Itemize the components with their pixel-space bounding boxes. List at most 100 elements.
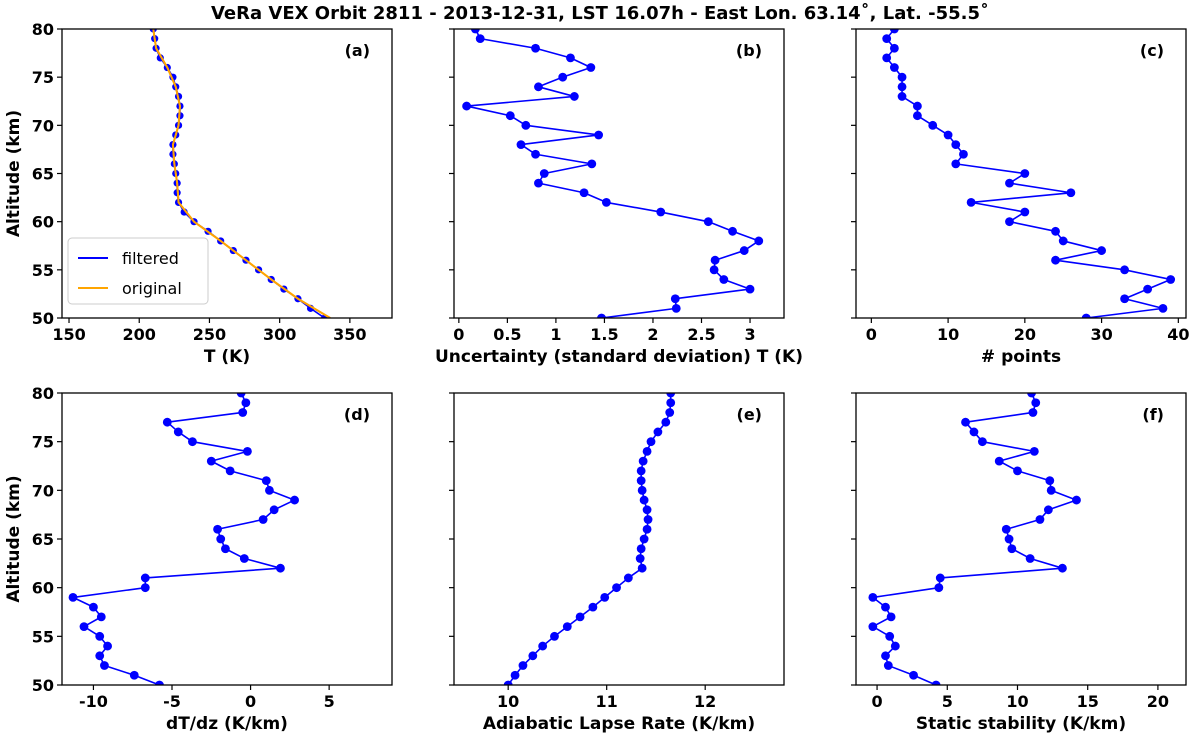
data-point bbox=[868, 593, 878, 602]
series-line-b-0 bbox=[465, 29, 760, 318]
x-tick-label: 2.5 bbox=[687, 325, 715, 344]
data-point bbox=[1043, 505, 1053, 515]
x-tick-label: 150 bbox=[52, 325, 85, 344]
data-point bbox=[661, 417, 671, 427]
x-tick-label: 5 bbox=[942, 692, 953, 711]
x-tick-label: 40 bbox=[1167, 325, 1189, 344]
data-point bbox=[96, 612, 106, 622]
x-axis-label: T (K) bbox=[204, 347, 250, 367]
data-point bbox=[1020, 169, 1030, 178]
data-point bbox=[931, 680, 941, 685]
data-point bbox=[635, 554, 645, 563]
data-point bbox=[889, 43, 899, 53]
data-point bbox=[909, 670, 918, 680]
data-point bbox=[646, 437, 656, 447]
x-tick-label: 10 bbox=[1006, 692, 1028, 711]
x-tick-label: 20 bbox=[1014, 325, 1036, 344]
data-point bbox=[538, 641, 548, 651]
data-point bbox=[1031, 398, 1041, 408]
y-axis-label: Altitude (km) bbox=[4, 475, 24, 602]
series-line-d-0 bbox=[72, 393, 296, 685]
data-point bbox=[79, 622, 89, 631]
data-point bbox=[642, 505, 652, 515]
data-point bbox=[710, 255, 720, 265]
data-point bbox=[703, 217, 713, 227]
y-tick-label: 70 bbox=[32, 481, 54, 500]
data-point bbox=[462, 101, 472, 111]
data-point bbox=[1001, 524, 1011, 534]
y-tick-label: 50 bbox=[32, 309, 54, 328]
data-point bbox=[1045, 476, 1055, 485]
figure-title: VeRa VEX Orbit 2811 - 2013-12-31, LST 16… bbox=[211, 2, 989, 24]
data-point bbox=[1166, 275, 1176, 284]
data-point bbox=[885, 631, 895, 641]
data-point bbox=[243, 447, 252, 456]
data-point bbox=[470, 29, 480, 34]
data-point bbox=[928, 120, 938, 130]
legend-entry-1: original bbox=[122, 279, 182, 298]
x-tick-label: 200 bbox=[123, 325, 156, 344]
data-point bbox=[162, 417, 172, 427]
data-point bbox=[558, 72, 568, 82]
data-point bbox=[562, 622, 572, 631]
y-tick-label: 60 bbox=[32, 213, 54, 232]
data-point bbox=[1025, 554, 1035, 563]
data-point bbox=[534, 178, 543, 188]
data-point bbox=[601, 198, 611, 207]
y-axis-label: Altitude (km) bbox=[4, 110, 24, 237]
data-point bbox=[238, 408, 248, 417]
data-point bbox=[1035, 515, 1045, 524]
data-point bbox=[269, 505, 279, 515]
data-point bbox=[889, 63, 899, 72]
data-point bbox=[173, 427, 183, 437]
data-point bbox=[612, 583, 621, 593]
x-axis-label: Uncertainty (standard deviation) T (K) bbox=[435, 347, 803, 367]
panel-label: (f) bbox=[1142, 405, 1164, 424]
data-point bbox=[239, 554, 249, 563]
data-point bbox=[550, 631, 559, 641]
data-point bbox=[1081, 313, 1091, 318]
panel-label: (c) bbox=[1140, 41, 1164, 60]
x-tick-label: 15 bbox=[1077, 692, 1099, 711]
data-point bbox=[666, 398, 676, 408]
panel-a: 150 200 250 300 350 50 55 60 65 70 75 80 T (K) Altitu… bbox=[4, 20, 393, 367]
x-tick-label: 300 bbox=[263, 325, 296, 344]
x-tick-label: 30 bbox=[1090, 325, 1112, 344]
data-point bbox=[623, 573, 633, 583]
plot-area-d bbox=[68, 393, 299, 685]
data-point bbox=[656, 207, 666, 217]
data-point bbox=[225, 466, 235, 476]
panel-e: 10 11 12 Adiabatic Lapse Rate (K/km) (e) bbox=[449, 392, 785, 734]
data-point bbox=[912, 111, 922, 121]
data-point bbox=[637, 563, 647, 573]
plot-area-f bbox=[868, 393, 1081, 685]
x-tick-label: 350 bbox=[333, 325, 366, 344]
data-point bbox=[897, 92, 907, 101]
x-tick-label: 250 bbox=[193, 325, 226, 344]
x-tick-label: 11 bbox=[596, 692, 618, 711]
data-point bbox=[966, 198, 976, 207]
data-point bbox=[587, 159, 597, 169]
x-axis-label: # points bbox=[981, 347, 1061, 367]
data-point bbox=[642, 524, 652, 534]
data-point bbox=[882, 53, 892, 63]
data-point bbox=[868, 622, 878, 631]
x-tick-label: 0 bbox=[245, 692, 256, 711]
data-point bbox=[739, 246, 749, 255]
x-tick-label: 10 bbox=[937, 325, 959, 344]
x-axis-label: Static stability (K/km) bbox=[916, 714, 1126, 734]
data-point bbox=[883, 661, 893, 670]
y-tick-label: 60 bbox=[32, 579, 54, 598]
data-point bbox=[95, 631, 105, 641]
data-point bbox=[221, 544, 230, 554]
data-point bbox=[912, 101, 922, 111]
legend: filtered original bbox=[67, 237, 209, 305]
y-tick-label: 80 bbox=[32, 384, 54, 403]
data-point bbox=[653, 427, 663, 437]
data-point bbox=[1005, 217, 1014, 227]
plot-area-c bbox=[882, 29, 1176, 318]
x-tick-label: 3 bbox=[744, 325, 755, 344]
axes-frame-f bbox=[855, 392, 1187, 686]
axes-frame-d bbox=[61, 392, 393, 686]
x-tick-label: 0 bbox=[453, 325, 464, 344]
